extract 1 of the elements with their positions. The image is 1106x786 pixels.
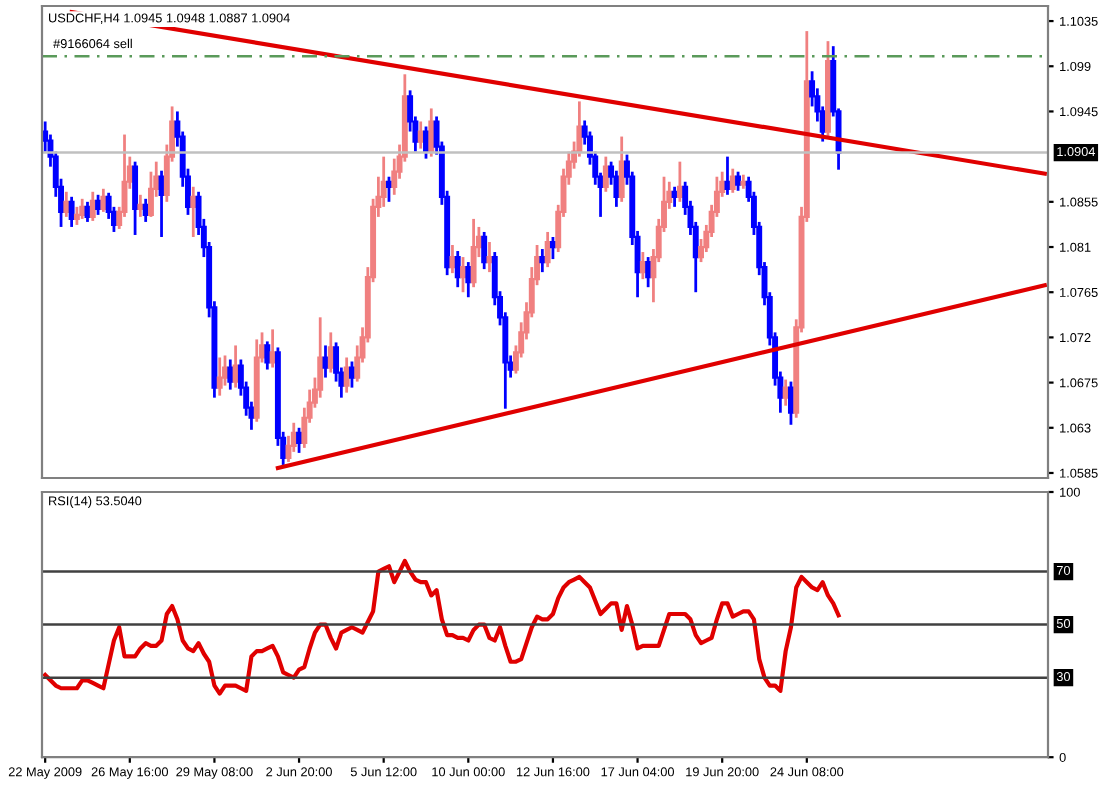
line-series bbox=[43, 558, 841, 696]
